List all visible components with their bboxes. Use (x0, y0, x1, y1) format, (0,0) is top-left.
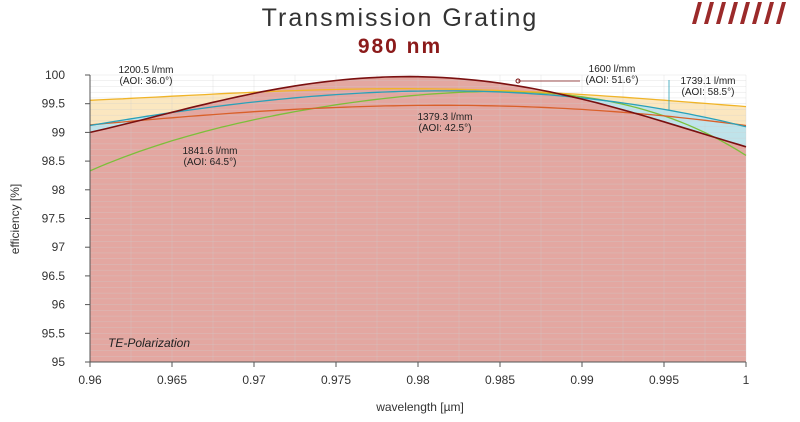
series-line-4 (89, 75, 747, 148)
annotation-1739-aoi: (AOI: 58.5°) (682, 87, 735, 98)
annotation-1200-aoi: (AOI: 36.0°) (120, 76, 173, 87)
x-axis-label: wavelength [µm] (375, 400, 464, 414)
x-tick-label: 0.97 (242, 373, 266, 387)
y-tick-label: 99 (52, 125, 66, 139)
axes (85, 74, 747, 367)
annotation-1841: 1841.6 l/mm (AOI: 64.5°) (182, 146, 237, 168)
y-axis-label: efficiency [%] (8, 184, 22, 254)
y-tick-label: 96.5 (42, 269, 66, 283)
x-tick-label: 0.965 (157, 373, 187, 387)
annotation-1200: 1200.5 l/mm (AOI: 36.0°) (118, 65, 173, 87)
x-tick-label: 0.995 (649, 373, 679, 387)
polarization-label: TE-Polarization (108, 336, 190, 350)
y-tick-label: 97.5 (42, 212, 66, 226)
chart-title: Transmission Grating (261, 4, 539, 32)
grid (89, 74, 747, 363)
y-tick-label: 98 (52, 183, 66, 197)
y-tick-label: 98.5 (42, 154, 66, 168)
annotation-1600-name: 1600 l/mm (589, 64, 636, 75)
x-tick-label: 0.99 (570, 373, 594, 387)
series-line-1 (89, 88, 747, 108)
y-tick-label: 100 (45, 68, 65, 82)
x-tick-label: 0.985 (485, 373, 515, 387)
y-tick-label: 95 (52, 355, 66, 369)
series-line-3 (89, 90, 747, 128)
x-tick-label: 0.98 (406, 373, 430, 387)
annotation-1600: 1600 l/mm (AOI: 51.6°) (515, 64, 639, 86)
annotation-1841-name: 1841.6 l/mm (182, 146, 237, 157)
x-tick-label: 0.96 (78, 373, 102, 387)
y-tick-label: 99.5 (42, 97, 66, 111)
x-tick-label: 0.975 (321, 373, 351, 387)
chart-subtitle: 980 nm (357, 35, 443, 58)
tick-labels: 0.96 0.965 0.97 0.975 0.98 0.985 0.99 0.995 1 95 9… (42, 68, 750, 387)
annotation-1739: 1739.1 l/mm (AOI: 58.5°) (668, 76, 736, 110)
y-tick-label: 96 (52, 298, 66, 312)
y-tick-label: 97 (52, 240, 66, 254)
x-tick-label: 1 (743, 373, 750, 387)
annotation-1841-aoi: (AOI: 64.5°) (184, 157, 237, 168)
annotation-1379: 1379.3 l/mm (AOI: 42.5°) (417, 112, 472, 134)
annotation-1379-aoi: (AOI: 42.5°) (419, 123, 472, 134)
grating-logo-icon (692, 2, 786, 24)
annotation-1739-name: 1739.1 l/mm (680, 76, 735, 87)
annotation-1600-aoi: (AOI: 51.6°) (586, 75, 639, 86)
y-tick-label: 95.5 (42, 326, 66, 340)
annotation-1200-name: 1200.5 l/mm (118, 65, 173, 76)
series-lines (89, 75, 747, 172)
annotation-1379-name: 1379.3 l/mm (417, 112, 472, 123)
series-line-0 (89, 90, 747, 172)
